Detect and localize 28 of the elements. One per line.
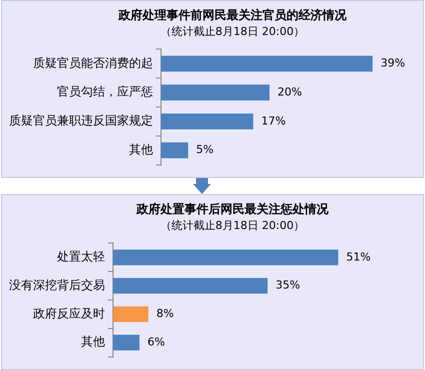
data-label: 35% [276, 278, 300, 292]
bar [161, 84, 270, 100]
y-tick-label: 质疑官员兼职违反国家规定 [9, 114, 153, 128]
data-label: 8% [156, 307, 174, 320]
data-label: 5% [196, 143, 214, 156]
data-label: 51% [346, 250, 371, 264]
chart-subtitle: （统计截止8月18日 20:00） [159, 24, 306, 39]
data-label: 39% [380, 56, 406, 70]
y-tick-label: 其他 [129, 142, 153, 156]
bar [113, 278, 268, 294]
y-tick-label: 没有深挖背后交易 [9, 278, 105, 292]
y-tick-label: 官员勾结，应严惩 [57, 84, 153, 99]
bar [161, 56, 373, 72]
chart-title: 政府处理事件前网民最关注官员的经济情况 [117, 7, 348, 24]
bar [113, 250, 338, 266]
chart-title: 政府处置事件后网民最关注惩处情况 [135, 201, 330, 218]
bar [113, 334, 140, 350]
y-tick-label: 其他 [81, 334, 105, 349]
y-tick-label: 政府反应及时 [33, 306, 105, 320]
data-label: 20% [278, 85, 302, 98]
data-label: 6% [148, 335, 165, 348]
bar [113, 306, 148, 322]
bar [161, 114, 254, 130]
y-tick-label: 处置太轻 [57, 250, 105, 264]
chart-subtitle: （统计截止8月18日 20:00） [159, 218, 306, 233]
y-tick-label: 质疑官员能否消费的起 [33, 56, 153, 70]
bar [161, 142, 188, 158]
data-label: 17% [261, 114, 286, 128]
